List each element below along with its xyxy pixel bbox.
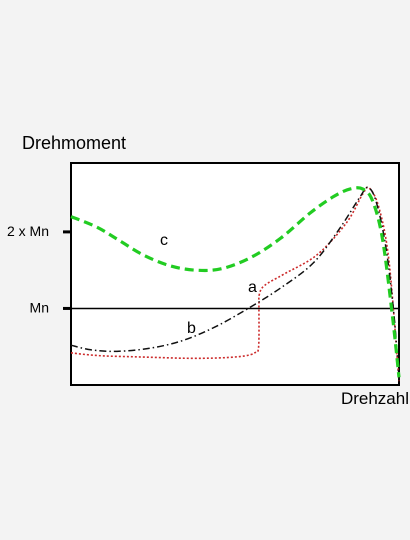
y-axis-label: Drehmoment bbox=[22, 133, 126, 153]
curve-b-label: b bbox=[187, 320, 196, 337]
plot-area bbox=[70, 162, 400, 386]
curve-a-label: a bbox=[248, 279, 257, 296]
x-axis-label: Drehzahl bbox=[341, 389, 409, 408]
y-tick-label: Mn bbox=[30, 300, 49, 316]
y-ticks: 2 x Mn Mn bbox=[7, 223, 71, 316]
curve-a-line bbox=[70, 186, 400, 382]
series-layer: a b c bbox=[70, 186, 401, 382]
curve-c-line bbox=[70, 186, 401, 378]
curve-b-line bbox=[70, 186, 400, 381]
curve-c-label: c bbox=[160, 232, 168, 249]
y-tick-label: 2 x Mn bbox=[7, 223, 49, 239]
